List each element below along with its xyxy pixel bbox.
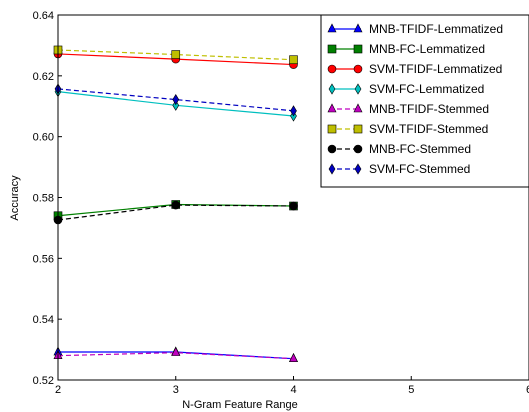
legend-marker [353,64,363,74]
legend-label: MNB-TFIDF-Stemmed [369,102,489,116]
legend-marker [353,44,363,54]
legend-marker [327,124,337,134]
data-point [172,99,180,111]
data-point [289,353,298,363]
legend-label: SVM-FC-Stemmed [369,162,470,176]
x-tick-label: 2 [55,384,61,396]
legend-marker [327,23,337,33]
data-point [171,346,181,356]
data-point [289,201,298,211]
legend-marker [354,83,362,95]
y-tick-label: 0.62 [33,71,54,83]
x-tick-label: 4 [290,384,296,396]
y-tick-label: 0.54 [33,314,54,326]
legend-marker [327,103,337,113]
legend-marker [328,163,336,175]
legend-box [320,14,529,188]
legend-marker [327,44,337,54]
data-point [172,93,180,106]
data-point [289,55,298,65]
legend-marker [353,144,363,154]
x-tick-label: 6 [526,384,529,396]
x-tick-label: 5 [408,384,414,396]
legend-marker [328,83,336,95]
x-tick-label: 3 [173,384,179,396]
series-line [57,352,294,360]
y-tick-label: 0.64 [33,10,54,22]
y-tick-label: 0.52 [33,375,54,387]
y-tick-label: 0.58 [33,193,54,205]
y-axis-title: Accuracy [9,175,21,221]
data-point [171,50,181,59]
legend-marker [353,124,363,134]
legend-marker [354,163,362,175]
legend-label: MNB-FC-Lemmatized [369,42,485,56]
legend-label: SVM-FC-Lemmatized [369,82,484,96]
series-line [57,49,294,61]
x-axis-title: N-Gram Feature Range [182,399,298,411]
legend-marker [353,23,363,33]
data-point [171,200,181,210]
legend-label: MNB-FC-Stemmed [369,142,471,156]
data-point [290,105,297,117]
y-tick-label: 0.60 [33,132,54,144]
legend-marker [353,103,363,113]
legend-label: SVM-TFIDF-Stemmed [369,122,488,136]
y-tick-label: 0.56 [33,253,54,265]
legend-label: MNB-TFIDF-Lemmatized [369,22,503,36]
legend-label: SVM-TFIDF-Lemmatized [369,62,502,76]
legend-marker [327,144,337,154]
legend-marker [327,64,337,74]
legend: MNB-TFIDF-Lemmatized MNB-FC-Lemmatized SVM… [320,14,529,188]
